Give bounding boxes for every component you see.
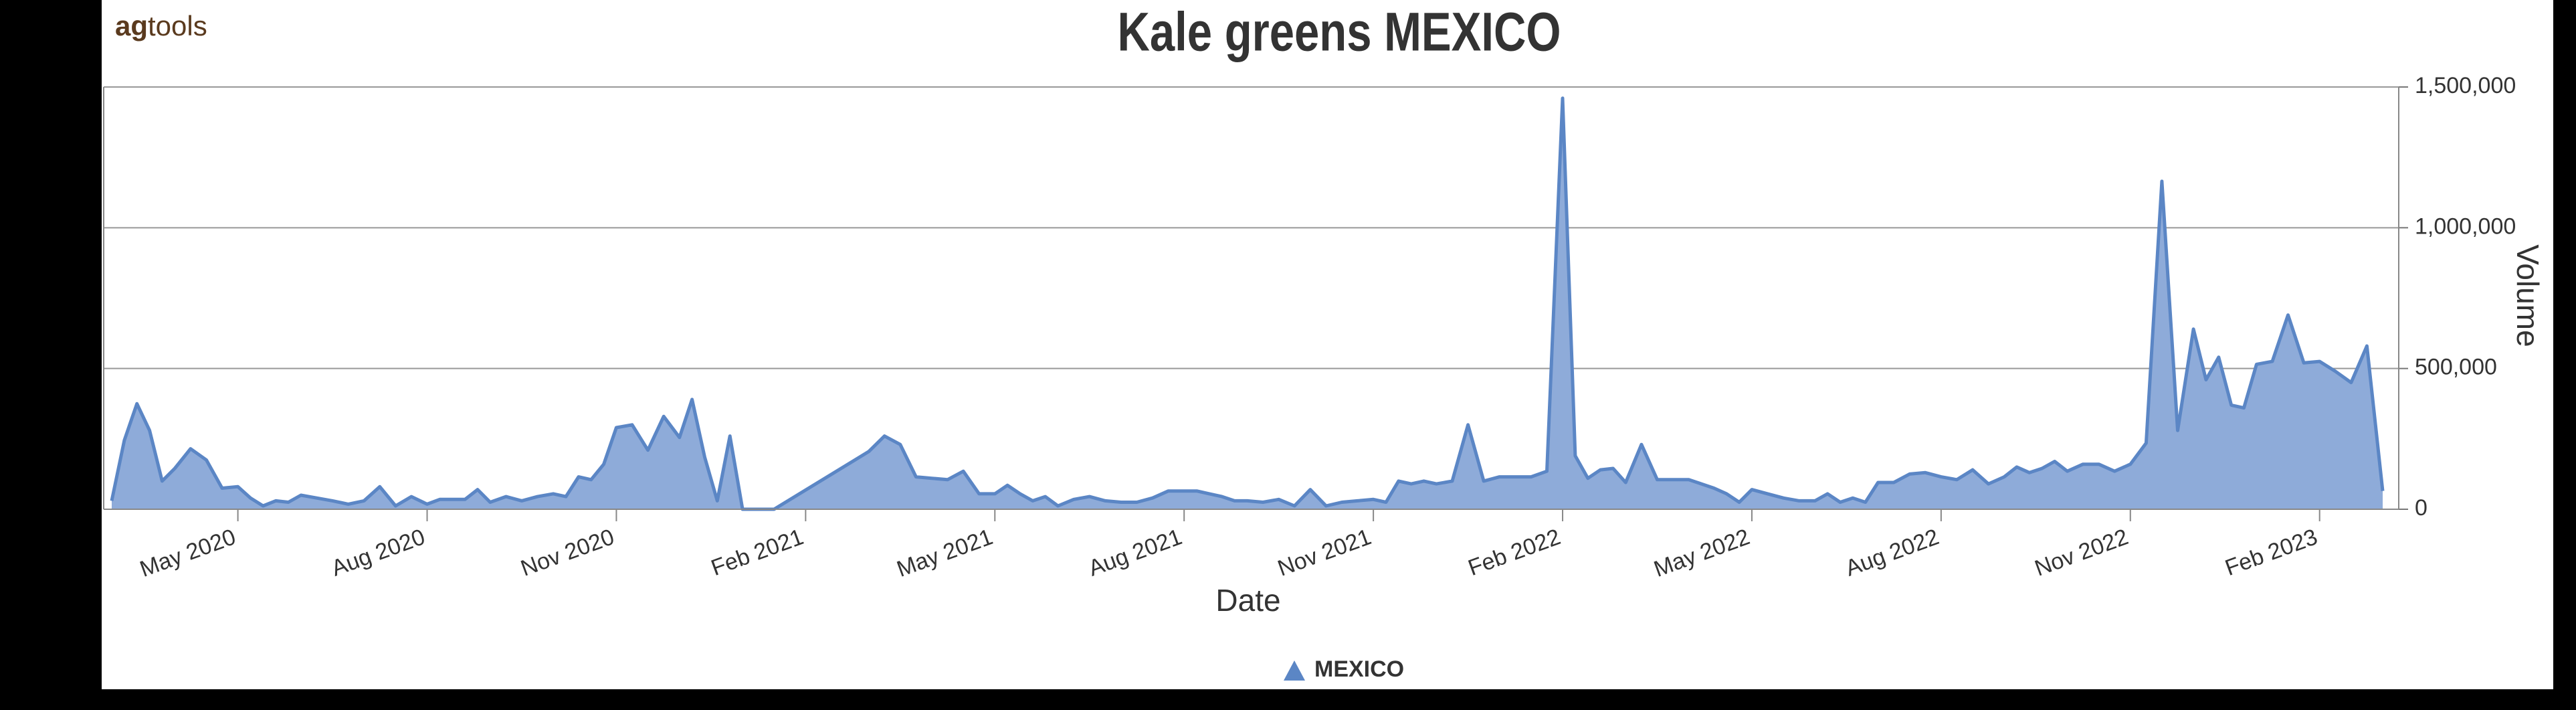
chart-title: Kale greens MEXICO [1118, 2, 1561, 63]
logo-rest: tools [148, 10, 207, 41]
x-axis-label: Date [1215, 583, 1280, 618]
y-tick-label: 1,000,000 [2415, 213, 2516, 239]
y-tick-label: 500,000 [2415, 355, 2497, 380]
legend-item[interactable]: MEXICO [1284, 656, 1404, 682]
y-axis-label: Volume [2510, 244, 2545, 347]
y-tick-label: 1,500,000 [2415, 73, 2516, 98]
chart-panel [102, 0, 2553, 689]
y-tick-label: 0 [2415, 495, 2428, 521]
logo-bold: ag [115, 10, 148, 41]
area-fill [112, 98, 2383, 510]
legend-marker [1284, 660, 1305, 681]
logo: agtools [115, 10, 207, 41]
area-line [110, 96, 2385, 511]
legend-label: MEXICO [1314, 656, 1404, 682]
